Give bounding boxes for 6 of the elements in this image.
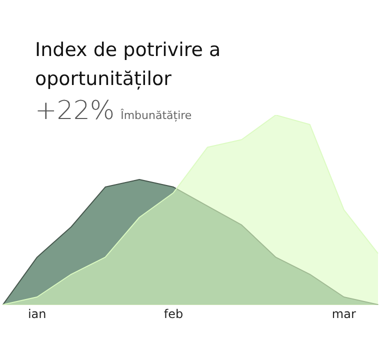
x-tick-label: mar [332,306,356,321]
chart-title: Index de potrivire a oportunităților [35,38,222,92]
x-tick-label: ian [28,306,46,321]
x-tick-label: feb [164,306,184,321]
chart-subtitle: +22% [35,96,115,126]
annotation: Îmbunătățire [120,109,192,122]
